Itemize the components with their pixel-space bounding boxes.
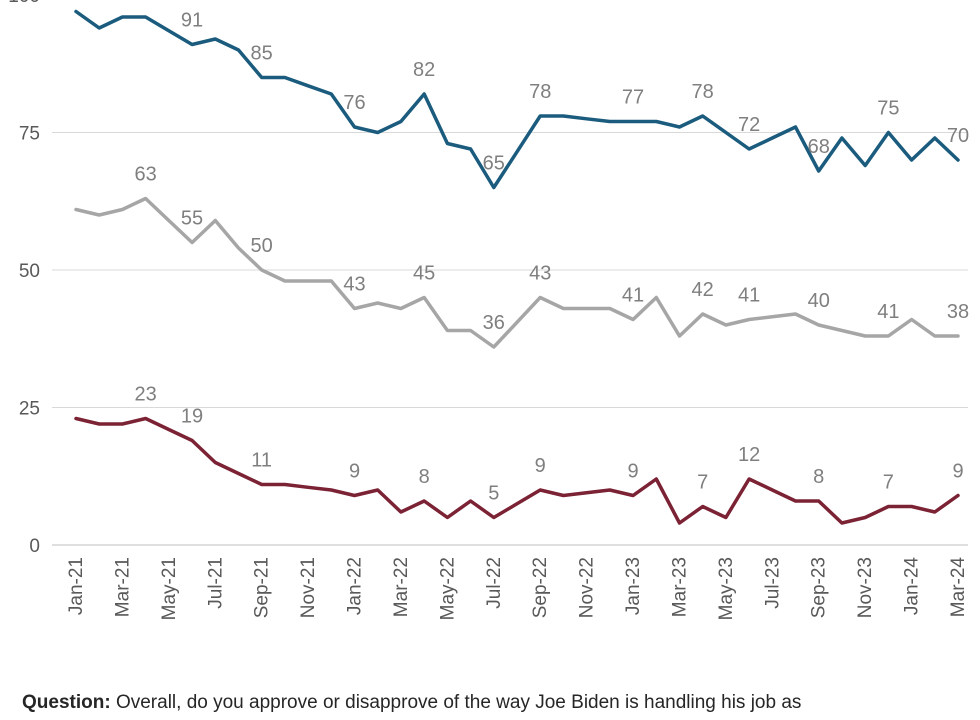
data-label: 78 [692,81,714,103]
data-label: 38 [947,301,969,323]
data-label: 75 [877,98,899,120]
y-axis-tick-labels: 0 25 50 75 100 [8,0,40,557]
data-label: 45 [413,263,435,285]
y-tick-label: 25 [19,399,40,420]
data-label: 19 [181,406,203,428]
data-label: 41 [622,285,644,307]
x-tick-label: Jul-22 [484,557,505,609]
question-text: Question: Overall, do you approve or dis… [22,692,980,714]
series-line-0 [74,9,960,190]
data-label: 40 [808,290,830,312]
data-label: 7 [697,472,708,494]
data-label: 68 [808,136,830,158]
data-label: 77 [622,87,644,109]
data-label: 63 [135,164,157,186]
line-chart: 0255075100 Jan-21Mar-21May-21Jul-21Sep-2… [8,0,970,621]
x-tick-label: Jan-22 [345,557,366,615]
data-label: 8 [419,466,430,488]
data-label: 50 [251,235,273,257]
series-line-1 [74,196,960,349]
x-tick-label: Mar-24 [948,557,969,618]
x-tick-label: Jan-23 [623,557,644,615]
x-tick-label: Jan-24 [902,557,923,616]
data-label: 5 [488,483,499,505]
x-tick-label: May-22 [437,557,458,620]
data-label: 70 [947,125,969,147]
x-tick-label: Nov-21 [298,557,319,618]
data-label: 91 [181,10,203,32]
data-label: 78 [529,81,551,103]
x-tick-label: Nov-22 [577,557,598,618]
x-tick-label: May-23 [716,557,737,620]
gridlines [52,132,968,546]
data-label: 76 [343,92,365,114]
data-label: 41 [877,301,899,323]
x-axis-tick-labels: Jan-21 Mar-21 May-21 Jul-21 Sep-21 Nov-21 Jan-… [66,557,969,621]
data-label: 65 [483,153,505,175]
data-label: 43 [343,274,365,296]
data-label: 9 [535,455,546,477]
data-label: 43 [529,263,551,285]
x-tick-label: Sep-21 [252,557,273,618]
x-tick-label: Mar-21 [112,557,133,617]
question-body: Overall, do you approve or disapprove of… [110,692,802,713]
data-label: 41 [738,285,760,307]
data-label: 9 [349,461,360,483]
data-label: 23 [135,384,157,406]
data-label: 12 [738,444,760,466]
x-tick-label: Mar-23 [669,557,690,617]
x-tick-label: Nov-23 [855,557,876,618]
question-label: Question: [22,692,111,713]
y-tick-label: 75 [19,124,40,145]
data-label: 85 [251,43,273,65]
data-label: 42 [692,279,714,301]
y-tick-label: 0 [29,536,40,557]
x-tick-label: Jul-21 [205,557,226,609]
series-lines [74,9,960,525]
series-line-2 [74,416,960,525]
x-tick-label: Jul-23 [762,557,783,609]
y-tick-label: 50 [19,261,40,282]
x-tick-label: May-21 [159,557,180,620]
data-label: 7 [883,472,894,494]
data-label: 8 [813,466,824,488]
data-label: 9 [627,461,638,483]
x-tick-label: Sep-22 [530,557,551,618]
data-label: 9 [952,461,963,483]
x-tick-label: Sep-23 [809,557,830,618]
data-label: 72 [738,114,760,136]
data-label: 36 [483,312,505,334]
x-tick-label: Jan-21 [66,557,87,615]
data-label: 55 [181,208,203,230]
data-label: 82 [413,59,435,81]
x-tick-label: Mar-22 [391,557,412,617]
y-tick-label: 100 [8,0,40,7]
data-label: 11 [251,450,272,472]
